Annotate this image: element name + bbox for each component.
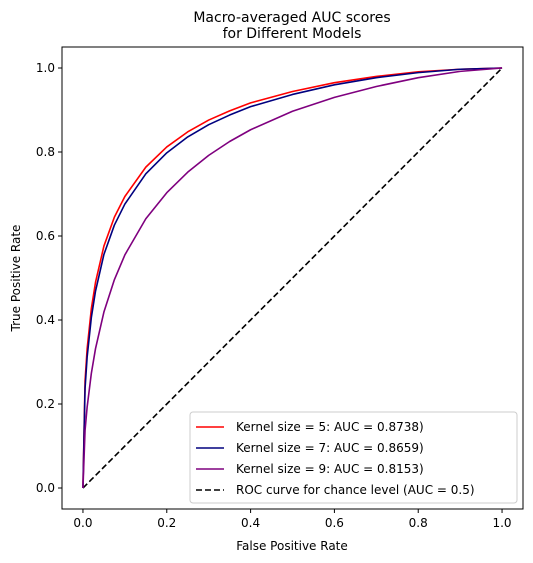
- x-axis-label: False Positive Rate: [236, 539, 348, 553]
- y-axis-label: True Positive Rate: [9, 225, 23, 333]
- legend: Kernel size = 5: AUC = 0.8738) Kernel siz…: [189, 411, 518, 504]
- y-tick-label: 1.0: [36, 61, 55, 75]
- y-tick-label: 0.8: [36, 145, 55, 159]
- x-tick-label: 1.0: [492, 516, 511, 530]
- chart-title-line-2: for Different Models: [223, 26, 362, 42]
- series-line-3: [82, 67, 503, 489]
- x-tick-label: 0.8: [409, 516, 428, 530]
- series-line-0: [82, 67, 503, 489]
- x-tick-label: 0.2: [157, 516, 176, 530]
- series-line-1: [82, 67, 503, 489]
- legend-label: ROC curve for chance level (AUC = 0.5): [236, 483, 475, 497]
- plot-lines: [82, 67, 503, 489]
- y-tick-label: 0.4: [36, 313, 55, 327]
- legend-label: Kernel size = 9: AUC = 0.8153): [236, 462, 424, 476]
- x-tick-label: 0.4: [241, 516, 260, 530]
- y-tick-label: 0.6: [36, 229, 55, 243]
- axis-ticks: 0.0 0.2 0.4 0.6 0.8 1.0 0.0 0.2 0.4 0.6 0.8 1.0: [36, 61, 512, 530]
- legend-box: [189, 411, 518, 504]
- x-tick-label: 0.0: [73, 516, 92, 530]
- legend-label: Kernel size = 7: AUC = 0.8659): [236, 441, 424, 455]
- series-line-2: [82, 67, 503, 489]
- y-tick-label: 0.0: [36, 481, 55, 495]
- y-tick-label: 0.2: [36, 397, 55, 411]
- legend-label: Kernel size = 5: AUC = 0.8738): [236, 420, 424, 434]
- x-tick-label: 0.6: [325, 516, 344, 530]
- plot-frame: [61, 46, 524, 510]
- chart-title-line-1: Macro-averaged AUC scores: [193, 10, 390, 26]
